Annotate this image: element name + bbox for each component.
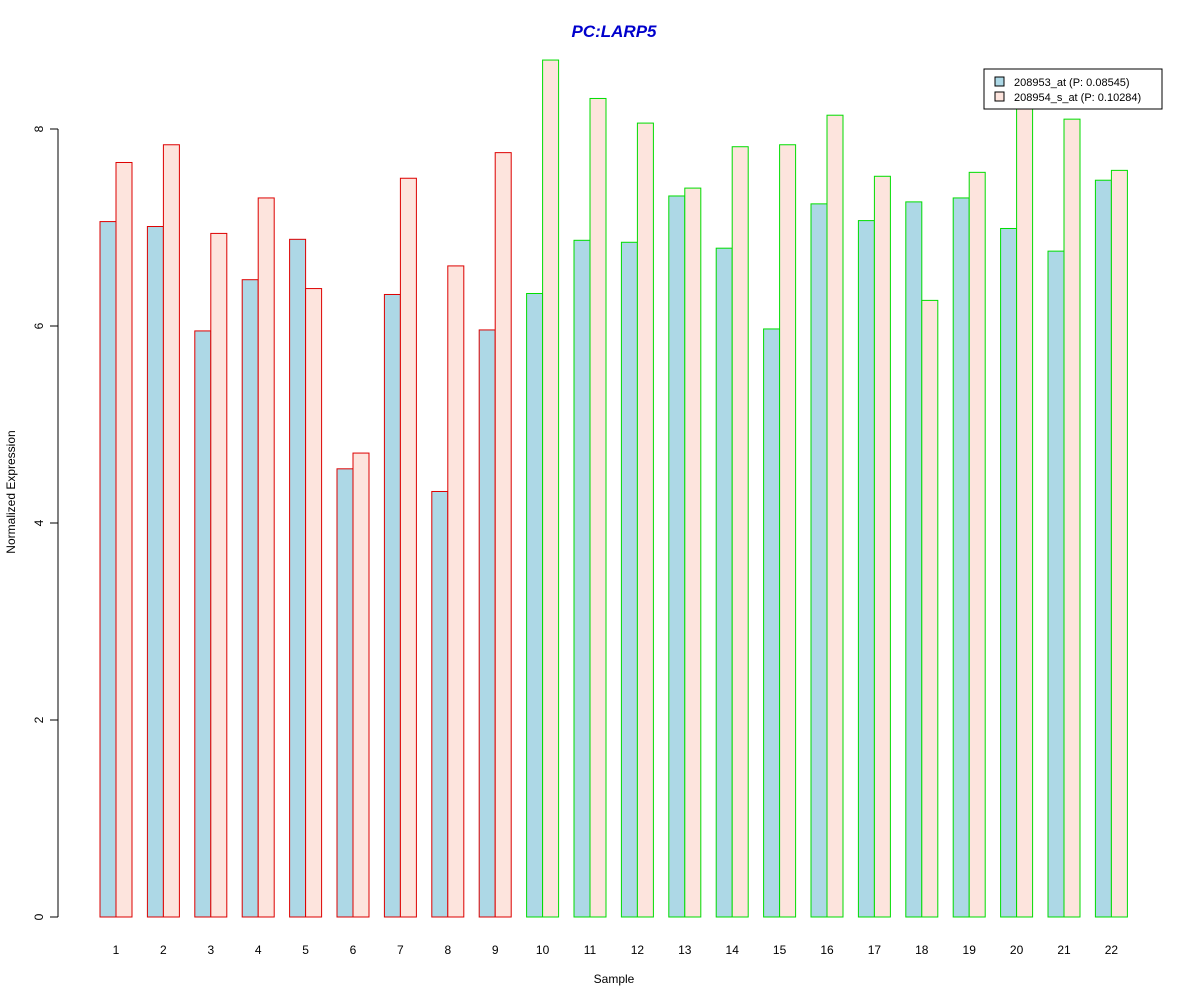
bar-sample-16-series-1: [810, 203, 828, 918]
x-tick-label-17: 17: [868, 943, 882, 957]
bar-sample-10-series-1: [526, 292, 544, 918]
bar-sample-8-series-1: [431, 490, 449, 918]
bar-sample-2-series-2: [162, 144, 180, 918]
x-tick-label-15: 15: [773, 943, 787, 957]
x-tick-label-16: 16: [820, 943, 834, 957]
y-tick-label-2: 2: [32, 716, 46, 723]
bar-sample-6-series-1: [336, 468, 354, 918]
legend-swatch-208953-at: [994, 76, 1005, 87]
x-tick-label-10: 10: [536, 943, 550, 957]
legend-swatch-208954-s-at: [994, 91, 1005, 102]
x-tick-label-11: 11: [584, 943, 597, 957]
y-axis-label: Normalized Expression: [4, 430, 18, 553]
x-tick-label-5: 5: [302, 943, 309, 957]
x-tick-label-14: 14: [726, 943, 740, 957]
bar-sample-15-series-1: [763, 328, 781, 918]
x-tick-label-13: 13: [678, 943, 692, 957]
x-tick-label-9: 9: [492, 943, 499, 957]
bar-sample-8-series-2: [447, 265, 465, 918]
bar-sample-20-series-1: [1000, 227, 1018, 918]
bar-sample-21-series-2: [1063, 118, 1081, 918]
bar-sample-13-series-1: [668, 195, 686, 918]
bar-sample-14-series-1: [715, 247, 733, 918]
x-tick-label-19: 19: [963, 943, 977, 957]
bar-sample-12-series-2: [636, 122, 654, 918]
y-tick-label-6: 6: [32, 322, 46, 329]
legend-label-208953-at: 208953_at (P: 0.08545): [1014, 77, 1130, 89]
bar-sample-3-series-2: [210, 232, 228, 918]
x-axis-label: Sample: [594, 972, 635, 986]
legend: 208953_at (P: 0.08545) 208954_s_at (P: 0…: [983, 68, 1163, 110]
bar-sample-21-series-1: [1047, 250, 1065, 918]
x-tick-label-8: 8: [444, 943, 451, 957]
bar-sample-15-series-2: [779, 144, 797, 918]
chart-title: PC:LARP5: [571, 22, 657, 41]
x-tick-label-3: 3: [207, 943, 214, 957]
bar-sample-19-series-2: [968, 171, 986, 918]
bar-sample-22-series-1: [1094, 179, 1112, 918]
bar-sample-17-series-1: [857, 220, 875, 918]
legend-label-208954-s-at: 208954_s_at (P: 0.10284): [1014, 92, 1141, 104]
bar-sample-3-series-1: [194, 330, 212, 918]
legend-box: [983, 68, 1163, 110]
bar-sample-10-series-2: [542, 59, 560, 918]
bar-sample-17-series-2: [873, 175, 891, 918]
y-tick-label-0: 0: [32, 913, 46, 920]
bar-sample-1-series-2: [115, 161, 133, 918]
x-tick-labels: 1 2 3 4 5 6 7 8 9 10 11 12 13 14 15 16 17 18 19 20 21 22: [113, 943, 1119, 957]
bar-sample-11-series-2: [589, 97, 607, 918]
x-tick-label-22: 22: [1105, 943, 1119, 957]
bar-sample-2-series-1: [146, 226, 164, 918]
bar-sample-7-series-2: [399, 177, 417, 918]
y-tick-label-8: 8: [32, 125, 46, 132]
bar-sample-14-series-2: [731, 146, 749, 918]
bar-sample-12-series-1: [620, 241, 638, 918]
bar-sample-19-series-1: [952, 197, 970, 918]
bar-sample-18-series-1: [905, 201, 923, 918]
bars: [99, 59, 1128, 918]
y-tick-label-4: 4: [32, 519, 46, 526]
bar-sample-1-series-1: [99, 221, 117, 918]
bar-sample-20-series-2: [1016, 99, 1034, 918]
x-tick-label-7: 7: [397, 943, 404, 957]
bar-sample-18-series-2: [921, 299, 939, 918]
bar-sample-6-series-2: [352, 452, 370, 918]
x-tick-label-12: 12: [631, 943, 645, 957]
bar-sample-5-series-1: [289, 238, 307, 918]
bar-sample-16-series-2: [826, 114, 844, 918]
bar-sample-9-series-1: [478, 329, 496, 918]
bar-sample-4-series-1: [241, 279, 259, 918]
bar-sample-5-series-2: [305, 288, 323, 918]
bar-sample-9-series-2: [494, 152, 512, 918]
x-tick-label-4: 4: [255, 943, 262, 957]
bar-sample-4-series-2: [257, 197, 275, 918]
x-tick-label-1: 1: [113, 943, 120, 957]
bar-sample-22-series-2: [1110, 169, 1128, 918]
x-tick-label-21: 21: [1057, 943, 1071, 957]
y-axis: 0 2 4 6 8: [32, 125, 59, 920]
bar-sample-11-series-1: [573, 239, 591, 918]
bar-sample-7-series-1: [383, 293, 401, 918]
x-tick-label-18: 18: [915, 943, 929, 957]
x-tick-label-2: 2: [160, 943, 167, 957]
bar-sample-13-series-2: [684, 187, 702, 918]
x-tick-label-6: 6: [350, 943, 357, 957]
x-tick-label-20: 20: [1010, 943, 1024, 957]
